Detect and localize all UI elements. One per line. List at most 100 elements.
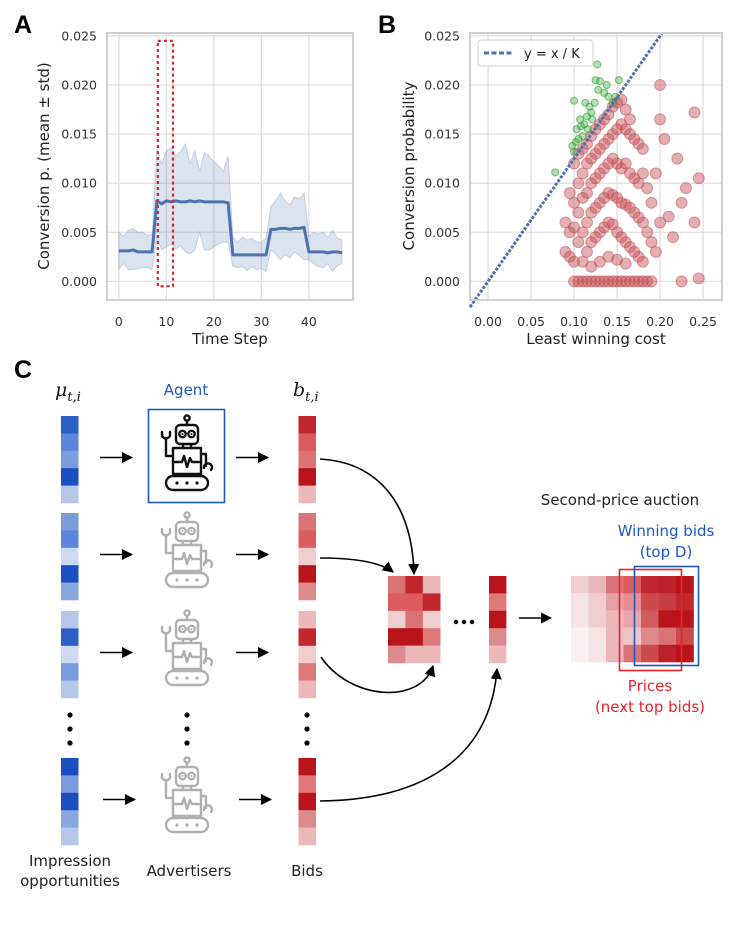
impressions-label: Impression <box>29 852 111 870</box>
chart-a-ytick-label: 0.025 <box>61 28 97 43</box>
chart-a-ylabel: Conversion p. (mean ± std) <box>35 62 53 270</box>
curve-row-2 <box>319 557 394 573</box>
scatter-point-red <box>658 133 671 146</box>
legend-label: y = x / K <box>524 47 580 62</box>
impression-cell <box>61 530 79 549</box>
scatter-point-red <box>563 187 576 200</box>
scatter-point-green <box>591 76 600 85</box>
sorted-bid-cell <box>641 576 659 594</box>
scatter-point-red <box>593 275 606 288</box>
sorted-bid-cell <box>606 593 624 611</box>
scatter-point-red <box>589 275 602 288</box>
impression-cell <box>61 611 79 629</box>
bid-matrix-cell <box>405 576 424 594</box>
bid-label: bt,i <box>293 379 319 405</box>
chart-b-ytick-label: 0.005 <box>424 225 460 240</box>
scatter-point-green <box>590 98 599 107</box>
sorted-bid-cell <box>588 627 607 646</box>
scatter-point-red <box>572 275 585 288</box>
bid-matrix-cell <box>422 576 441 594</box>
sorted-bid-cell <box>571 610 589 628</box>
chart-b-ticks: 0.00 0.05 0.10 0.15 0.20 0.25 0.000 0.005 0.010 0… <box>424 28 717 329</box>
scatter-point-red <box>628 275 641 288</box>
scatter-point-green <box>571 137 580 146</box>
bid-column-cell <box>489 576 507 594</box>
scatter-point-red <box>675 275 688 288</box>
sorted-bid-cell <box>623 644 642 663</box>
scatter-point-red <box>692 272 705 285</box>
bid-matrix-cell <box>422 645 441 664</box>
vertical-ellipsis-advertisers <box>184 712 190 746</box>
chart-a-xtick-label: 0 <box>115 314 123 329</box>
impression-cell <box>61 547 79 566</box>
chart-b-points <box>551 60 705 288</box>
agent-box <box>147 408 226 504</box>
sorted-bid-cell <box>641 644 659 663</box>
sorted-bid-cell <box>571 576 589 594</box>
scatter-point-red <box>568 255 581 268</box>
impressions-label-2: opportunities <box>20 872 120 890</box>
bid-matrix-cell <box>388 628 406 646</box>
scatter-point-red <box>619 157 632 170</box>
sorted-bid-cell <box>641 610 659 628</box>
curve-row-3 <box>320 656 436 694</box>
robot-advertiser-icon <box>160 756 214 834</box>
scatter-point-red <box>679 182 692 195</box>
impression-cell <box>61 663 79 681</box>
robot-advertiser-icon <box>160 511 214 589</box>
scatter-point-red <box>606 275 619 288</box>
scatter-point-red <box>598 275 611 288</box>
chart-b-xlabel: Least winning cost <box>526 330 666 348</box>
scatter-point-red <box>580 216 593 229</box>
chart-a-ytick-label: 0.020 <box>61 78 97 93</box>
bid-cell <box>298 827 316 846</box>
scatter-point-red <box>568 275 581 288</box>
bid-cell <box>298 628 316 647</box>
bid-matrices <box>388 576 694 664</box>
sorted-bid-cell <box>571 593 589 611</box>
impression-cell <box>61 565 79 583</box>
chart-b-xtick-label: 0.00 <box>474 314 502 329</box>
sorted-bid-cell <box>588 610 607 628</box>
impression-cell <box>61 582 79 601</box>
scatter-point-red <box>576 275 589 288</box>
scatter-point-red <box>636 142 649 155</box>
sorted-bid-cell <box>606 610 624 628</box>
scatter-point-green <box>614 76 623 85</box>
bid-matrix-cell <box>405 645 424 664</box>
prices-box <box>618 568 683 672</box>
scatter-point-red <box>572 236 585 249</box>
bid-column-cell <box>489 628 507 646</box>
sorted-bid-cell <box>641 593 659 611</box>
scatter-point-red <box>572 177 585 190</box>
sorted-bid-cell <box>623 593 642 611</box>
bid-cell <box>298 582 316 601</box>
impression-cell <box>61 645 79 664</box>
curve-row-4 <box>319 667 502 802</box>
scatter-point-red <box>692 172 705 185</box>
winning-bids-label: Winning bids <box>618 522 715 540</box>
chart-a-ytick-label: 0.010 <box>61 176 97 191</box>
panel-label-a: A <box>14 11 32 39</box>
chart-a-xtick-label: 10 <box>158 314 174 329</box>
impression-cell <box>61 485 79 504</box>
impression-cell <box>61 792 79 811</box>
scatter-point-green <box>602 81 611 90</box>
bid-cell <box>298 565 316 583</box>
impression-cell <box>61 827 79 846</box>
scatter-point-red <box>654 79 667 92</box>
bid-cell <box>298 547 316 566</box>
bid-cell <box>298 611 316 629</box>
robots <box>160 414 214 834</box>
chart-b-xtick-label: 0.25 <box>689 314 717 329</box>
scatter-point-red <box>649 167 662 180</box>
scatter-point-red <box>649 245 662 258</box>
bid-column-cell <box>489 645 507 664</box>
scatter-point-green <box>576 122 585 131</box>
scatter-point-red <box>671 152 684 165</box>
scatter-point-red <box>641 275 654 288</box>
scatter-point-red <box>662 210 675 223</box>
sorted-bid-cell <box>676 593 694 611</box>
scatter-point-red <box>636 255 649 268</box>
scatter-point-red <box>675 196 688 209</box>
